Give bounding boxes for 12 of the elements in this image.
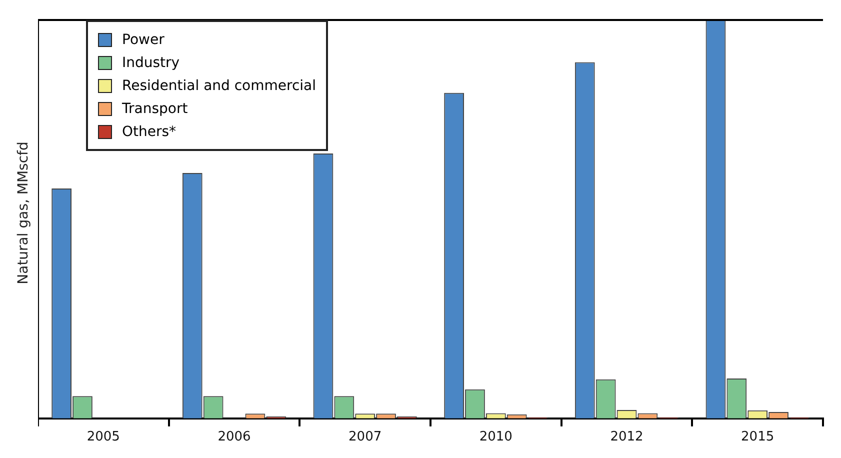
x-tick-label: 2005	[86, 430, 120, 445]
x-tick-label: 2007	[348, 430, 382, 445]
y-axis-title: Natural gas, MMscfd	[15, 142, 31, 284]
legend-label: Residential and commercial	[122, 78, 316, 94]
legend-label: Power	[122, 32, 164, 48]
x-tick-label: 2010	[479, 430, 512, 445]
legend-label: Industry	[122, 54, 180, 70]
legend-label: Transport	[122, 100, 188, 116]
x-tick-label: 2012	[610, 430, 644, 445]
x-tick-label: 2015	[741, 430, 774, 445]
legend-label: Others*	[122, 124, 176, 140]
x-tick-label: 2006	[218, 430, 251, 445]
